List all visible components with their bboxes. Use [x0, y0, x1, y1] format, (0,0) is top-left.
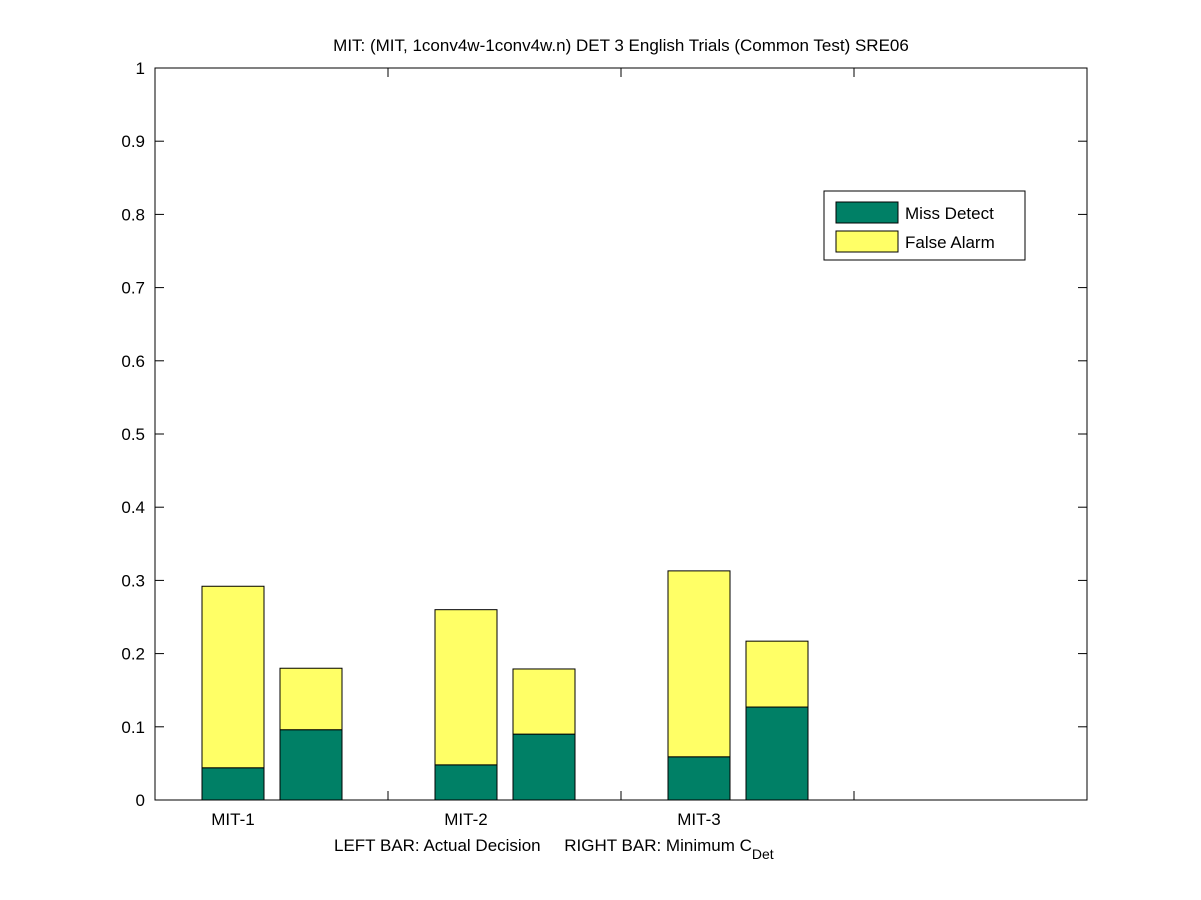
x-axis-label: LEFT BAR: Actual Decision RIGHT BAR: Min…	[334, 836, 774, 862]
bar-segment	[512, 733, 576, 801]
legend-label: False Alarm	[905, 233, 995, 252]
bar-segment	[279, 729, 343, 801]
bar-segment	[745, 640, 809, 708]
legend-swatch	[835, 230, 899, 253]
bar-segment	[279, 667, 343, 731]
y-tick-label: 0.5	[121, 425, 145, 444]
x-axis-label-subscript: Det	[752, 846, 774, 862]
y-tick-label: 0.1	[121, 718, 145, 737]
y-tick-label: 0	[136, 791, 145, 810]
y-tick-label: 1	[136, 59, 145, 78]
bar-segment	[201, 585, 265, 769]
y-tick-label: 0.7	[121, 279, 145, 298]
bar-segment	[667, 570, 731, 758]
x-axis-label-main: LEFT BAR: Actual Decision RIGHT BAR: Min…	[334, 836, 752, 855]
y-tick-label: 0.3	[121, 571, 145, 590]
bar-segment	[434, 609, 498, 766]
legend-swatch	[835, 201, 899, 224]
y-tick-label: 0.4	[121, 498, 145, 517]
x-tick-label: MIT-1	[211, 810, 254, 829]
bar-segment	[512, 668, 576, 735]
y-tick-label: 0.9	[121, 132, 145, 151]
bar-segment	[745, 706, 809, 801]
bar-segment	[201, 767, 265, 801]
bar-segment	[667, 756, 731, 801]
bar-segment	[434, 764, 498, 801]
legend-label: Miss Detect	[905, 204, 994, 223]
chart-title: MIT: (MIT, 1conv4w-1conv4w.n) DET 3 Engl…	[333, 36, 909, 55]
x-tick-label: MIT-3	[677, 810, 720, 829]
y-tick-label: 0.8	[121, 205, 145, 224]
y-tick-label: 0.2	[121, 645, 145, 664]
y-tick-label: 0.6	[121, 352, 145, 371]
x-tick-label: MIT-2	[444, 810, 487, 829]
